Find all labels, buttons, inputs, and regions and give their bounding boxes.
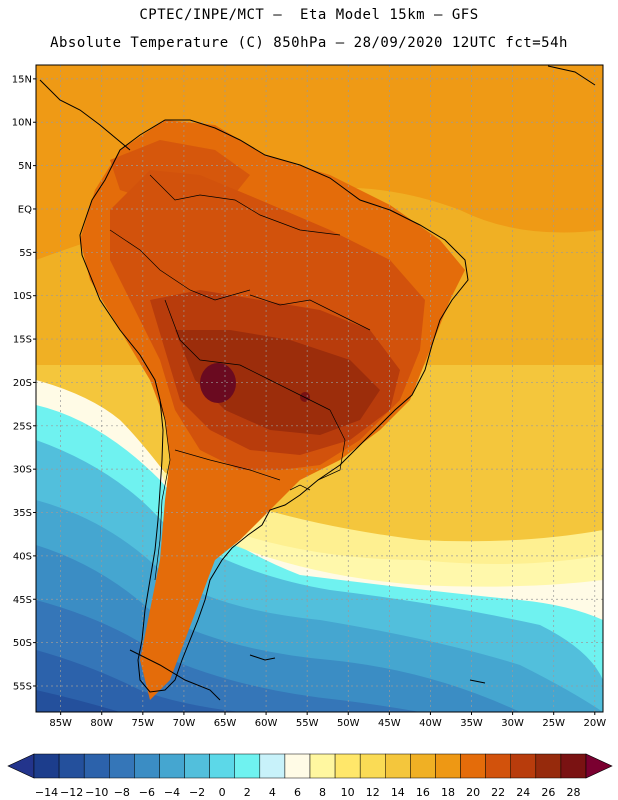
map-title-line1: CPTEC/INPE/MCT – Eta Model 15km – GFS [139,7,479,23]
latitude-labels: 15N 10N 5N EQ 5S 10S 15S 20S 25S 30S 35S 40S 45S 50S 5… [12,74,36,692]
colorbar-label: −10 [85,786,108,799]
latitude-tick-label: 15N [12,74,32,85]
colorbar-swatch [560,753,587,779]
latitude-tick-label: 15S [13,335,32,346]
colorbar-swatch [410,753,436,779]
temperature-field [36,65,603,712]
latitude-tick-label: 55S [13,681,32,692]
longitude-tick-label: 60W [255,718,278,729]
latitude-tick-label: EQ [18,204,32,215]
colorbar-label: 28 [566,786,580,799]
map-frame [35,64,604,713]
colorbar-label: 10 [341,786,355,799]
latitude-tick-label: 50S [13,638,32,649]
colorbar-label: −14 [35,786,58,799]
colorbar-swatch [510,753,537,779]
colorbar-swatch [535,753,562,779]
colorbar-swatch [359,753,386,779]
longitude-labels: 85W 80W 75W 70W 65W 60W 55W 50W 45W 40W 35W 30W 25W 2… [49,712,606,729]
latitude-tick-label: 25S [13,421,32,432]
longitude-tick-label: 25W [542,718,565,729]
colorbar-label: 24 [516,786,530,799]
colorbar-swatch [485,753,511,779]
colorbar-swatch [234,753,261,779]
colorbar-over-triangle [585,753,613,779]
longitude-tick-label: 50W [337,718,360,729]
colorbar-swatch [284,753,311,779]
colorbar-label: 12 [366,786,380,799]
longitude-tick-label: 40W [419,718,442,729]
coastline [39,65,596,701]
colorbar-label: 8 [319,786,326,799]
map-title-line2: Absolute Temperature (C) 850hPa – 28/09/… [50,35,568,51]
colorbar-swatch [334,753,361,779]
latitude-tick-label: 5N [18,161,32,172]
latitude-tick-label: 35S [13,508,32,519]
latitude-tick-label: 30S [13,465,32,476]
colorbar-label: 14 [391,786,405,799]
longitude-tick-label: 85W [49,718,72,729]
colorbar-swatch [259,753,286,779]
latitude-tick-label: 10N [12,118,32,129]
latitude-tick-label: 5S [19,248,32,259]
colorbar-label: −12 [60,786,83,799]
colorbar-label: −8 [114,786,130,799]
colorbar: −14 −12 −10 −8 −6 −4 −2 0 2 4 6 8 10 12 14 16 18 20 22 24 26… [7,753,613,799]
colorbar-swatch [159,753,185,779]
colorbar-swatch [184,753,210,779]
colorbar-swatch [58,753,85,779]
colorbar-label: −4 [164,786,180,799]
colorbar-label: −6 [139,786,155,799]
colorbar-swatch [460,753,486,779]
longitude-tick-label: 65W [214,718,237,729]
colorbar-label: 6 [294,786,301,799]
colorbar-label: 26 [541,786,555,799]
colorbar-swatch [209,753,235,779]
colorbar-swatch [134,753,160,779]
longitude-tick-label: 45W [378,718,401,729]
longitude-tick-label: 70W [173,718,196,729]
colorbar-label: 22 [491,786,505,799]
longitude-tick-label: 30W [501,718,524,729]
colorbar-label: 2 [244,786,251,799]
colorbar-swatch [109,753,135,779]
colorbar-swatch [83,753,110,779]
longitude-tick-label: 55W [296,718,319,729]
colorbar-label: 0 [219,786,226,799]
longitude-tick-label: 20W [583,718,606,729]
latitude-tick-label: 10S [13,291,32,302]
colorbar-swatch [435,753,461,779]
latitude-tick-label: 45S [13,595,32,606]
colorbar-label: 16 [416,786,430,799]
colorbar-label: −2 [189,786,205,799]
latitude-tick-label: 20S [13,378,32,389]
country-borders [109,174,371,581]
longitude-tick-label: 35W [460,718,483,729]
longitude-tick-label: 80W [90,718,113,729]
colorbar-label: 18 [441,786,455,799]
latitude-tick-label: 40S [13,551,32,562]
colorbar-swatch [33,753,60,779]
colorbar-swatch [385,753,411,779]
colorbar-label: 20 [466,786,480,799]
colorbar-label: 4 [269,786,276,799]
colorbar-swatch [309,753,336,779]
colorbar-under-triangle [7,753,35,779]
longitude-tick-label: 75W [132,718,155,729]
